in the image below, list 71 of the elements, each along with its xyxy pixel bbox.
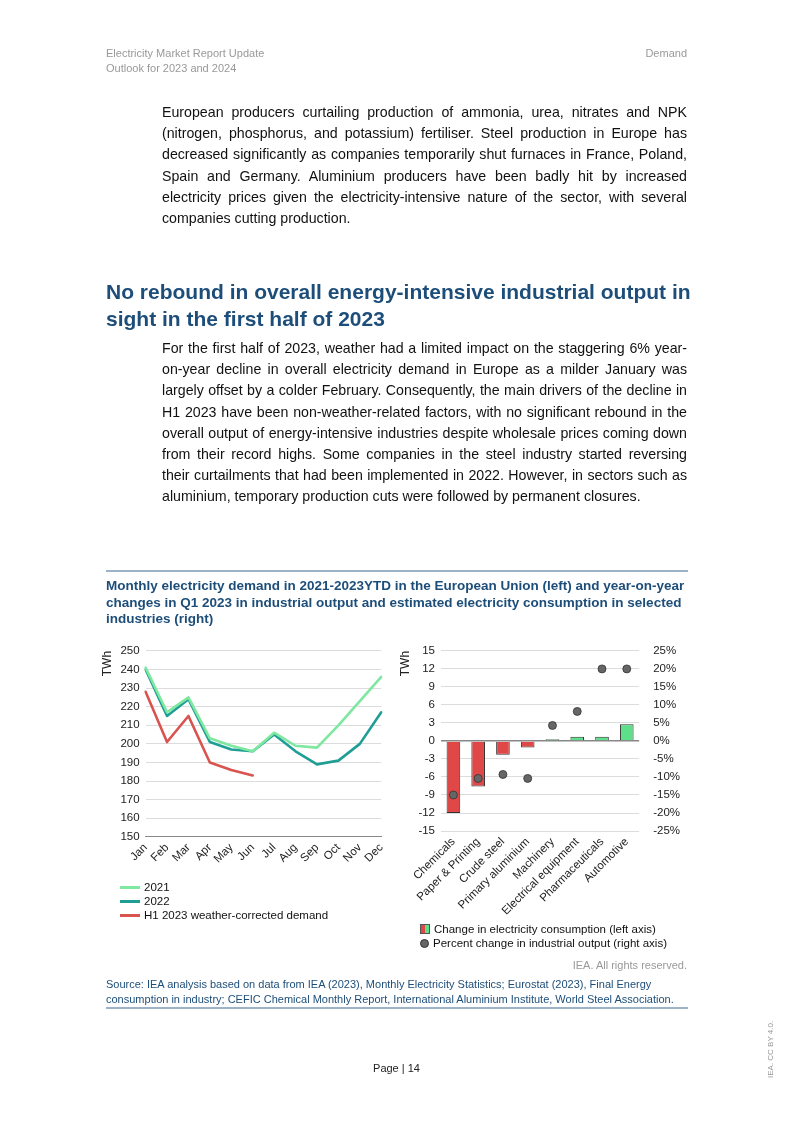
y-tick-label: 200 — [120, 737, 140, 750]
legend-label: H1 2023 weather-corrected demand — [144, 908, 329, 922]
y-tick-label: 0 — [428, 734, 436, 747]
y-tick-label: 230 — [120, 681, 140, 694]
y-tick-label: 170 — [120, 792, 140, 805]
y2-tick-label: 10% — [653, 698, 677, 711]
legend-label: Percent change in industrial output (right axis) — [433, 936, 667, 950]
y-tick-label: 15 — [422, 644, 436, 657]
x-tick-label: Nov — [340, 840, 364, 864]
x-tick-label: Oct — [320, 840, 343, 863]
x-tick-label: Apr — [192, 840, 214, 863]
text: Electricity Market Report Update — [106, 47, 265, 59]
x-tick-label: Jun — [234, 840, 257, 863]
point — [622, 664, 632, 674]
x-tick-label: Aug — [276, 840, 300, 864]
x-tick-label: Feb — [148, 840, 171, 864]
y-tick-label: 220 — [120, 699, 140, 712]
y2-tick-label: -10% — [653, 770, 681, 783]
x-tick-label: Dec — [361, 840, 386, 864]
y-tick-label: 210 — [120, 718, 140, 731]
text: Demand — [645, 47, 687, 59]
point — [498, 770, 508, 779]
point — [523, 774, 533, 783]
text: For the first half of 2023, weather had a limited impact on the staggering 6% year-on-year decline in overall electricity demand in Europe as a milder January was largely offset by a colder February. Consequently, the main drivers of the decline in H1 2023 have been non-weather-related factors, with no significant rebound in the overall output of energy-intensive industries despite wholesale prices coming down from their record highs. Some companies in the steel industry started reversing their curtailments that had been implemented in 2022. However, in sectors such as aluminium, temporary production cuts were followed by permanent closures. — [162, 339, 687, 507]
text: No rebound in overall energy-intensive industrial output in sight in the first half of 2023 — [106, 279, 692, 332]
y-tick-label: 180 — [120, 774, 140, 787]
text: Page | 14 — [373, 1062, 420, 1074]
y-axis-title: TWh — [397, 650, 412, 677]
text: IEA. All rights reserved. — [572, 959, 687, 971]
y-axis-title: TWh — [99, 650, 114, 677]
x-tick-label: Jan — [127, 840, 150, 863]
y2-tick-label: 5% — [653, 716, 670, 729]
y2-tick-label: 15% — [653, 680, 677, 693]
point — [473, 774, 483, 783]
chart-title: Monthly electricity demand in 2021-2023YTD in the European Union (left) and year-on-year changes in Q1 2023 in industrial output and estimated electricity consumption in selected industries (right) — [106, 578, 686, 628]
x-tick-label: Jul — [258, 840, 278, 860]
y-tick-label: 160 — [120, 811, 140, 824]
y2-tick-label: -20% — [653, 806, 681, 819]
y-tick-label: -9 — [424, 788, 436, 801]
y-tick-label: 150 — [120, 830, 140, 843]
y2-tick-label: -25% — [653, 824, 681, 837]
source-note: Source: IEA analysis based on data from IEA (2023), Monthly Electricity Statistics; Eurostat (2023), Final Energy consumption in industry; CEFIC Chemical Monthly Report, International Aluminium Institute, World Steel Association. — [106, 977, 675, 1007]
y-tick-label: 12 — [422, 662, 436, 675]
x-tick-label: Mar — [169, 840, 193, 864]
point — [449, 790, 458, 800]
y-tick-label: -3 — [424, 752, 436, 765]
legend-label: 2022 — [144, 894, 170, 908]
y-tick-label: 240 — [120, 662, 140, 675]
text: IEA. CC BY 4.0. — [766, 1020, 775, 1078]
y-tick-label: 9 — [428, 680, 436, 693]
legend-label: Change in electricity consumption (left axis) — [434, 922, 656, 936]
x-tick-label: May — [211, 840, 236, 865]
text: European producers curtailing production of ammonia, urea, nitrates and NPK (nitrogen, phosphorus, and potassium) fertiliser. Steel production in Europe has decreased significantly as companies temporarily shut furnaces in France, Poland, Spain and Germany. Aluminium producers have been badly hit by increased electricity prices given the electricity-intensive nature of the sector, with several companies cutting production. — [162, 103, 687, 228]
y2-tick-label: 20% — [653, 662, 677, 675]
y2-tick-label: 25% — [653, 644, 677, 657]
y2-tick-label: 0% — [653, 734, 670, 747]
legend-label: 2021 — [144, 880, 170, 894]
point — [548, 721, 557, 730]
y-tick-label: 3 — [428, 716, 436, 729]
x-tick-label: Sep — [297, 840, 321, 864]
y-tick-label: 6 — [428, 698, 436, 711]
y-tick-label: 190 — [120, 755, 140, 768]
text: Outlook for 2023 and 2024 — [106, 62, 237, 74]
y-tick-label: 250 — [120, 644, 140, 657]
y2-tick-label: -15% — [653, 788, 681, 801]
y-tick-label: -12 — [418, 806, 436, 819]
y-tick-label: -6 — [424, 770, 436, 783]
point — [572, 707, 582, 716]
point — [597, 664, 607, 674]
y-tick-label: -15 — [418, 824, 436, 837]
y2-tick-label: -5% — [653, 752, 674, 765]
